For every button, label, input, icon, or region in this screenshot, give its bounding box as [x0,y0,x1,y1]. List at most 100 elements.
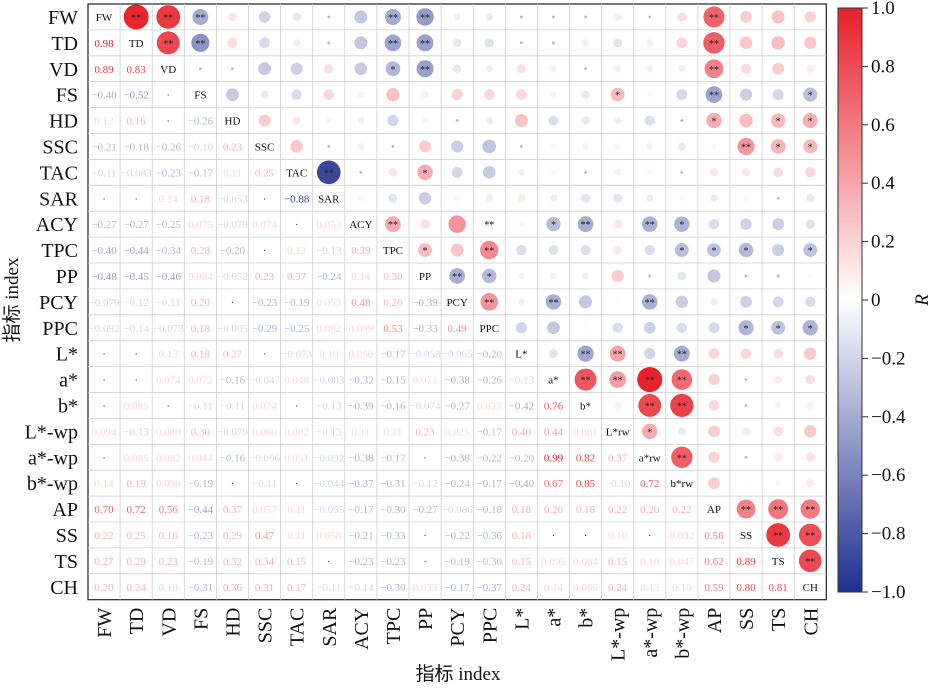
correlation-value: · [295,400,299,412]
correlation-circle [416,34,434,52]
significance-mark: * [551,220,556,231]
correlation-circle [774,375,783,384]
correlation-circle [744,404,748,407]
correlation-value: −0.45 [123,271,149,283]
correlation-circle [357,117,365,125]
correlation-circle [708,348,720,359]
correlation-value: 0.10 [159,582,179,594]
diagonal-label: TAC [286,167,307,179]
correlation-circle [648,15,652,19]
correlation-value: 0.29 [223,530,243,542]
correlation-circle [772,296,784,308]
significance-mark: ** [645,401,655,412]
correlation-value: 0.70 [94,504,114,516]
correlation-value: 0.075 [188,219,213,231]
x-tick-label: HD [222,608,244,637]
diagonal-label: CH [803,582,818,594]
correlation-value: 0.89 [94,64,114,76]
correlation-circle [483,89,495,100]
correlation-value: −0.083 [313,375,344,387]
x-tick-label: b* [576,608,598,628]
correlation-value: · [134,349,138,361]
correlation-value: −0.40 [91,245,117,257]
correlation-value: 0.074 [252,219,277,231]
y-tick-label: TS [55,551,78,573]
correlation-circle [614,117,622,125]
correlation-circle [384,8,401,25]
correlation-value: 0.18 [512,504,532,516]
y-tick-label: L* [56,344,78,366]
correlation-circle [744,274,748,278]
correlation-circle [516,89,527,100]
correlation-value: −0.20 [477,349,503,361]
correlation-value: 0.25 [255,167,275,179]
correlation-value: 0.22 [608,504,627,516]
x-tick-label: ACY [351,608,373,650]
correlation-circle [773,426,784,437]
correlation-circle [805,452,815,462]
correlation-value: 0.72 [127,504,146,516]
correlation-value: 0.15 [608,556,628,568]
correlation-circle [736,499,756,519]
correlation-value: · [134,193,138,205]
correlation-value: 0.051 [284,452,309,464]
significance-mark: * [487,272,492,283]
correlation-circle [519,41,523,45]
correlation-value: −0.27 [444,400,470,412]
correlation-circle [386,87,400,102]
correlation-value: 0.29 [127,556,147,568]
significance-mark: ** [709,91,719,102]
correlation-value: −0.27 [412,504,438,516]
significance-mark: * [808,142,813,153]
correlation-circle [581,193,591,203]
correlation-circle [671,369,693,390]
correlation-circle [549,194,558,202]
correlation-circle [584,170,587,174]
correlation-value: 0.032 [669,530,694,542]
correlation-circle [384,34,402,52]
correlation-value: 0.074 [156,375,181,387]
correlation-circle [744,378,748,381]
diagonal-label: a*rw [639,452,661,464]
correlation-circle [191,33,210,52]
significance-mark: ** [741,142,751,153]
correlation-circle [327,41,331,45]
correlation-circle [609,371,627,388]
correlation-circle [548,115,559,126]
correlation-value: −0.23 [156,167,182,179]
correlation-circle [291,89,302,100]
correlation-circle [805,167,816,178]
correlation-value: 0.49 [448,323,468,335]
correlation-value: 0.11 [384,426,403,438]
correlation-value: 0.72 [640,478,659,490]
correlation-value: · [102,375,106,387]
correlation-value: −0.22 [444,530,469,542]
correlation-circle [738,242,754,258]
correlation-circle [420,219,430,229]
correlation-value: −0.33 [412,323,438,335]
correlation-value: −0.34 [156,245,182,257]
correlation-circle [798,523,822,547]
diagonal-label: TPC [383,245,403,257]
correlation-circle [419,140,432,153]
correlation-value: 0.30 [191,426,211,438]
diagonal-label: a* [548,375,558,387]
diagonal-label: FW [96,12,113,24]
correlation-circle [581,90,590,99]
correlation-value: 0.30 [383,271,403,283]
y-tick-label: PP [56,266,78,288]
correlation-value: −0.19 [284,297,310,309]
correlation-value: · [231,478,235,490]
heatmap-grid [87,3,827,601]
correlation-value: −0.31 [380,478,405,490]
correlation-value: −0.11 [252,478,277,490]
correlation-circle [359,170,363,174]
correlation-circle [677,427,686,436]
correlation-value: 0.23 [159,556,179,568]
correlation-value: 0.22 [672,504,691,516]
correlation-value: · [423,452,427,464]
correlation-circle [741,168,751,177]
correlation-circle [805,296,816,308]
correlation-circle [674,243,689,258]
